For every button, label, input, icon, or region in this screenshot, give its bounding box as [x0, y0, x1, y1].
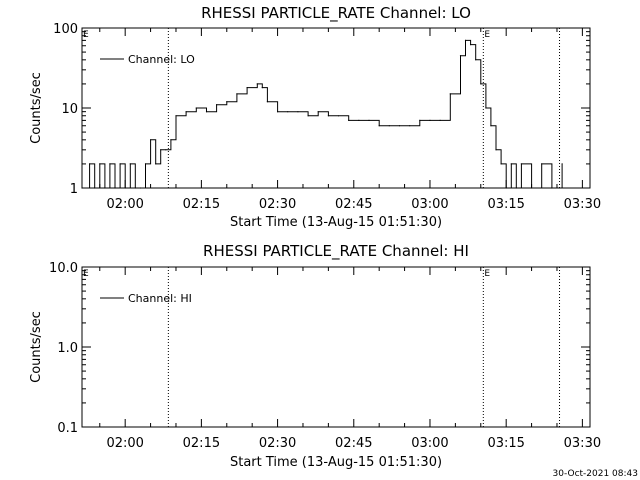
plot-frame [81, 266, 591, 428]
x-tick-label: 02:45 [335, 197, 372, 212]
data-point [119, 163, 121, 165]
data-point [475, 59, 477, 61]
y-tick-label: 10.0 [49, 261, 78, 276]
data-point [337, 115, 340, 117]
data-point [541, 163, 543, 165]
data-point [261, 87, 263, 89]
y-axis-label: Counts/sec [29, 72, 44, 144]
data-point [150, 139, 152, 141]
legend-label: Channel: LO [128, 53, 195, 66]
data-point [510, 163, 512, 165]
data-point [104, 187, 106, 189]
data-point [216, 104, 218, 106]
x-tick-label: 02:00 [106, 197, 143, 212]
data-point [439, 119, 441, 121]
data-point [327, 115, 329, 117]
event-marker-label: E [83, 30, 89, 40]
data-point [205, 111, 208, 113]
chart-title: RHESSI PARTICLE_RATE Channel: LO [201, 4, 471, 23]
data-point [185, 111, 187, 113]
data-point [459, 55, 462, 57]
y-tick-label: 100 [53, 22, 78, 37]
data-point [561, 163, 563, 165]
y-tick-label: 10 [61, 102, 78, 117]
data-point [144, 163, 147, 165]
event-marker-label: E [484, 269, 490, 279]
data-point [139, 187, 141, 189]
data-point [160, 149, 162, 151]
data-point [551, 187, 553, 189]
data-point [165, 149, 167, 151]
data-point [170, 139, 172, 141]
data-point [266, 101, 268, 103]
data-point [226, 101, 228, 103]
data-point [368, 119, 370, 121]
data-point [246, 87, 248, 89]
data-point [134, 187, 136, 189]
data-point [409, 125, 411, 127]
x-tick-label: 02:30 [259, 436, 296, 451]
x-tick-label: 02:15 [183, 197, 220, 212]
chart-title: RHESSI PARTICLE_RATE Channel: HI [203, 242, 469, 261]
data-point [155, 163, 157, 165]
data-point [495, 149, 497, 151]
data-point [89, 163, 91, 165]
data-point [175, 115, 177, 117]
data-point [388, 125, 390, 127]
data-point [520, 163, 523, 165]
x-tick-label: 02:00 [106, 436, 143, 451]
data-point [419, 119, 421, 121]
x-tick-label: 03:00 [411, 436, 448, 451]
data-point [348, 119, 350, 121]
data-point [277, 111, 279, 113]
x-tick-label: 03:15 [487, 197, 524, 212]
data-point [500, 163, 502, 165]
data-point [307, 115, 309, 117]
data-point [429, 119, 431, 121]
x-tick-label: 03:15 [487, 436, 524, 451]
data-point [449, 93, 451, 95]
data-point [398, 125, 401, 127]
data-point [297, 111, 299, 113]
data-point [490, 125, 492, 127]
y-tick-label: 1 [70, 182, 78, 197]
data-point [114, 187, 116, 189]
event-marker-label: E [484, 30, 490, 40]
event-marker-label: E [83, 269, 89, 279]
data-point [99, 163, 101, 165]
data-point [236, 93, 238, 95]
data-point [124, 187, 126, 189]
data-point [109, 163, 111, 165]
x-tick-label: 02:15 [183, 436, 220, 451]
x-tick-label: 03:30 [564, 197, 601, 212]
data-point [531, 187, 533, 189]
legend-label: Channel: HI [128, 292, 192, 305]
x-tick-label: 03:00 [411, 197, 448, 212]
data-point [129, 163, 131, 165]
data-point [485, 107, 487, 109]
data-point [256, 83, 258, 85]
data-point [358, 119, 360, 121]
data-point [81, 187, 83, 189]
data-point [515, 187, 517, 189]
data-point [480, 83, 482, 85]
data-point [317, 111, 319, 113]
data-point [195, 107, 197, 109]
x-axis-label: Start Time (13-Aug-15 01:51:30) [230, 455, 442, 470]
y-tick-label: 1.0 [57, 341, 78, 356]
y-tick-label: 0.1 [57, 421, 78, 436]
x-tick-label: 02:45 [335, 436, 372, 451]
data-point [470, 44, 472, 46]
x-tick-label: 03:30 [564, 436, 601, 451]
data-point [94, 187, 96, 189]
data-point [505, 187, 507, 189]
data-point [464, 39, 467, 42]
x-tick-label: 02:30 [259, 197, 296, 212]
y-axis-label: Counts/sec [29, 311, 44, 383]
footer-timestamp-text: 30-Oct-2021 08:43 [553, 469, 638, 479]
data-point [378, 125, 380, 127]
data-point [287, 111, 289, 113]
x-axis-label: Start Time (13-Aug-15 01:51:30) [230, 215, 442, 230]
